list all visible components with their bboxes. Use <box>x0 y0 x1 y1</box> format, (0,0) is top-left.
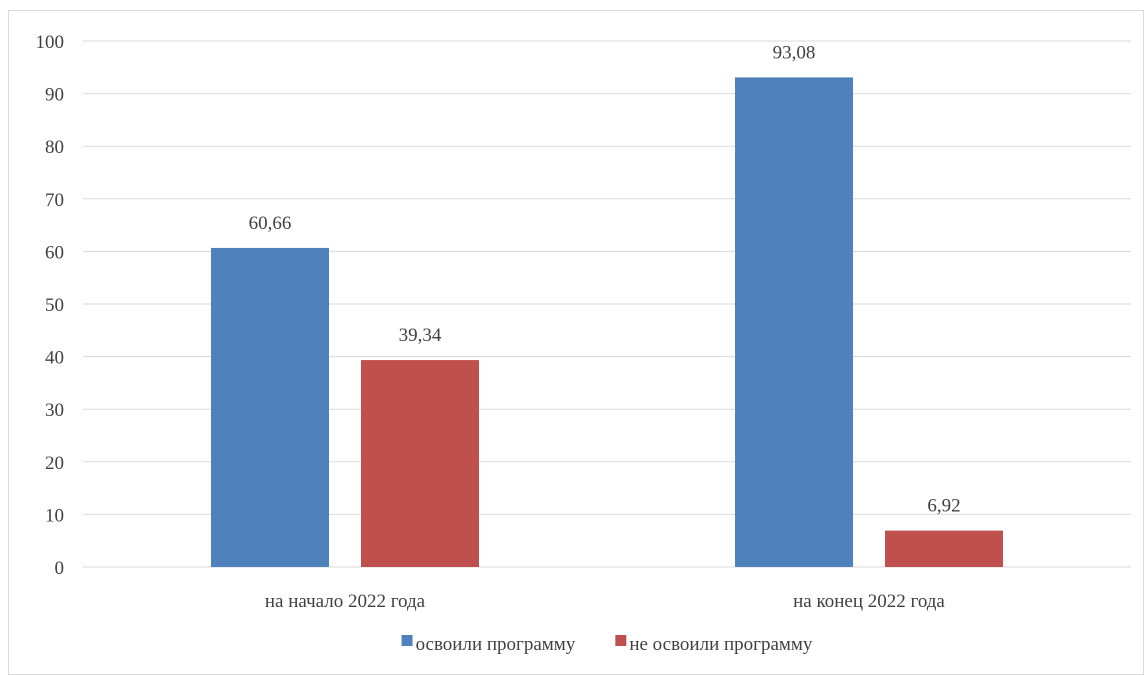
y-tick-label: 70 <box>45 190 64 211</box>
y-tick-label: 10 <box>45 505 64 526</box>
y-tick-label: 40 <box>45 348 64 369</box>
y-tick-label: 100 <box>36 32 65 53</box>
y-tick-label: 60 <box>45 242 64 263</box>
data-label: 39,34 <box>399 325 442 346</box>
legend-item: не освоили программу <box>615 634 813 655</box>
bar-not-mastered-0 <box>361 360 479 567</box>
data-labels: 60,66 39,34 93,08 6,92 <box>249 42 961 516</box>
data-label: 60,66 <box>249 213 292 234</box>
x-axis-categories: на начало 2022 года на конец 2022 года <box>265 591 946 612</box>
data-label: 6,92 <box>927 496 960 517</box>
bar-not-mastered-1 <box>885 530 1003 567</box>
legend-swatch <box>615 635 627 646</box>
y-tick-label: 50 <box>45 295 64 316</box>
bars <box>211 77 1003 567</box>
bar-mastered-0 <box>211 247 329 567</box>
legend: освоили программу не освоили программу <box>401 634 813 655</box>
category-label: на конец 2022 года <box>793 591 945 612</box>
legend-label: не освоили программу <box>629 634 813 655</box>
y-axis-ticks: 0 10 20 30 40 50 60 70 80 90 100 <box>36 32 65 579</box>
y-tick-label: 80 <box>45 137 64 158</box>
bar-mastered-1 <box>735 77 853 567</box>
legend-swatch <box>401 635 413 646</box>
legend-item: освоили программу <box>401 634 576 655</box>
legend-label: освоили программу <box>416 634 576 655</box>
y-tick-label: 30 <box>45 400 64 421</box>
y-tick-label: 0 <box>55 558 65 579</box>
data-label: 93,08 <box>773 42 816 63</box>
category-label: на начало 2022 года <box>265 591 426 612</box>
y-tick-label: 90 <box>45 85 64 106</box>
y-tick-label: 20 <box>45 453 64 474</box>
